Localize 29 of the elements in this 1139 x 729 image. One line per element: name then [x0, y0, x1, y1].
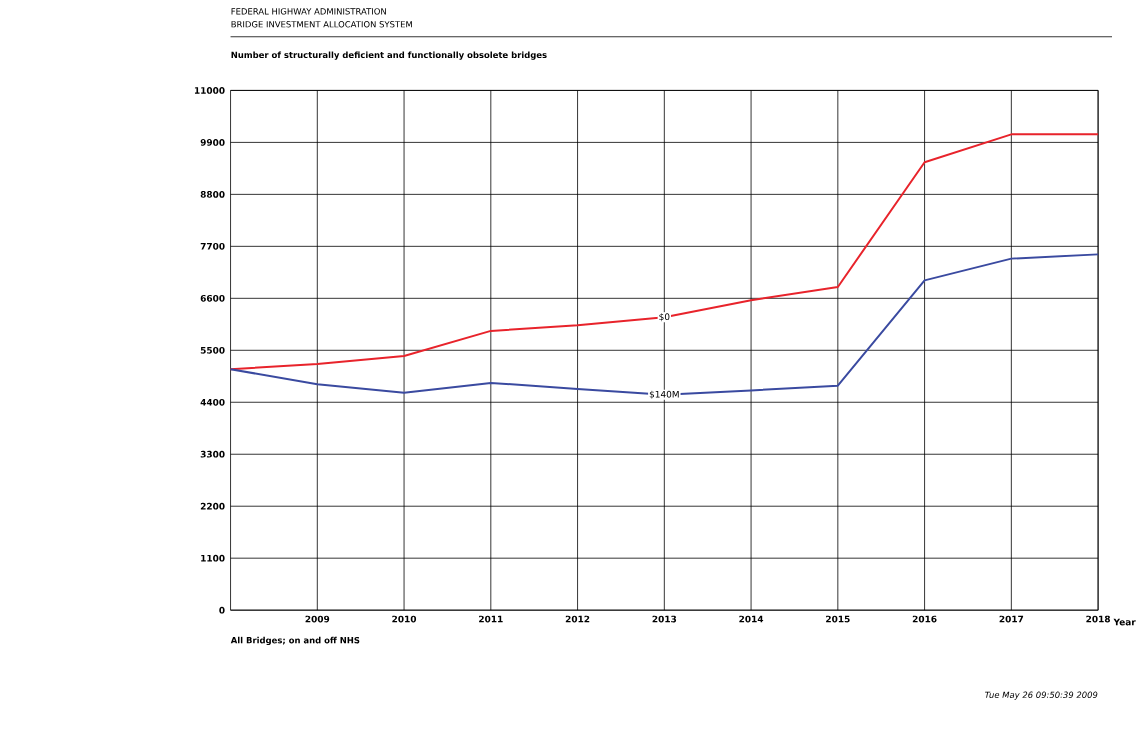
x-tick-label: 2013	[652, 615, 677, 623]
x-tick-label: 2009	[305, 615, 330, 623]
x-tick-label: 2014	[739, 615, 764, 623]
line-series	[229, 133, 1100, 370]
chart-subtitle: BRIDGE INVESTMENT ALLOCATION SYSTEM	[231, 20, 412, 28]
y-tick-label: 7700	[200, 242, 225, 250]
y-tick-label: 4400	[200, 398, 225, 406]
y-tick-label: 6600	[200, 294, 225, 302]
y-tick-label: 5500	[200, 346, 225, 354]
y-tick-label: 1100	[201, 554, 225, 562]
x-tick-label: 2015	[826, 615, 850, 623]
x-tick-label: 2011	[479, 615, 503, 623]
text: All Bridges; on and off NHS	[230, 636, 360, 645]
text: Tue May 26 09:50:39 2009	[985, 691, 1098, 700]
y-axis-title: Number of structurally deficient and functionally obsolete bridges	[231, 51, 547, 60]
y-tick-label: 0	[219, 606, 225, 614]
y-tick-label: 2200	[200, 502, 225, 510]
x-tick-label: 2018	[1086, 615, 1110, 623]
x-tick-label: 2012	[565, 615, 590, 623]
x-tick-label: 2016	[912, 615, 937, 623]
y-tick-label: 3300	[200, 450, 225, 458]
x-tick-label: 2017	[999, 615, 1024, 623]
x-axis-title: Year	[1113, 618, 1136, 626]
y-tick-label: 11000	[194, 86, 225, 94]
x-tick-label: 2010	[392, 615, 417, 623]
y-tick-label: 8800	[200, 190, 225, 198]
chart-title: FEDERAL HIGHWAY ADMINISTRATION	[231, 7, 386, 15]
y-tick-label: 9900	[200, 138, 225, 146]
series-label: $0	[659, 312, 670, 322]
